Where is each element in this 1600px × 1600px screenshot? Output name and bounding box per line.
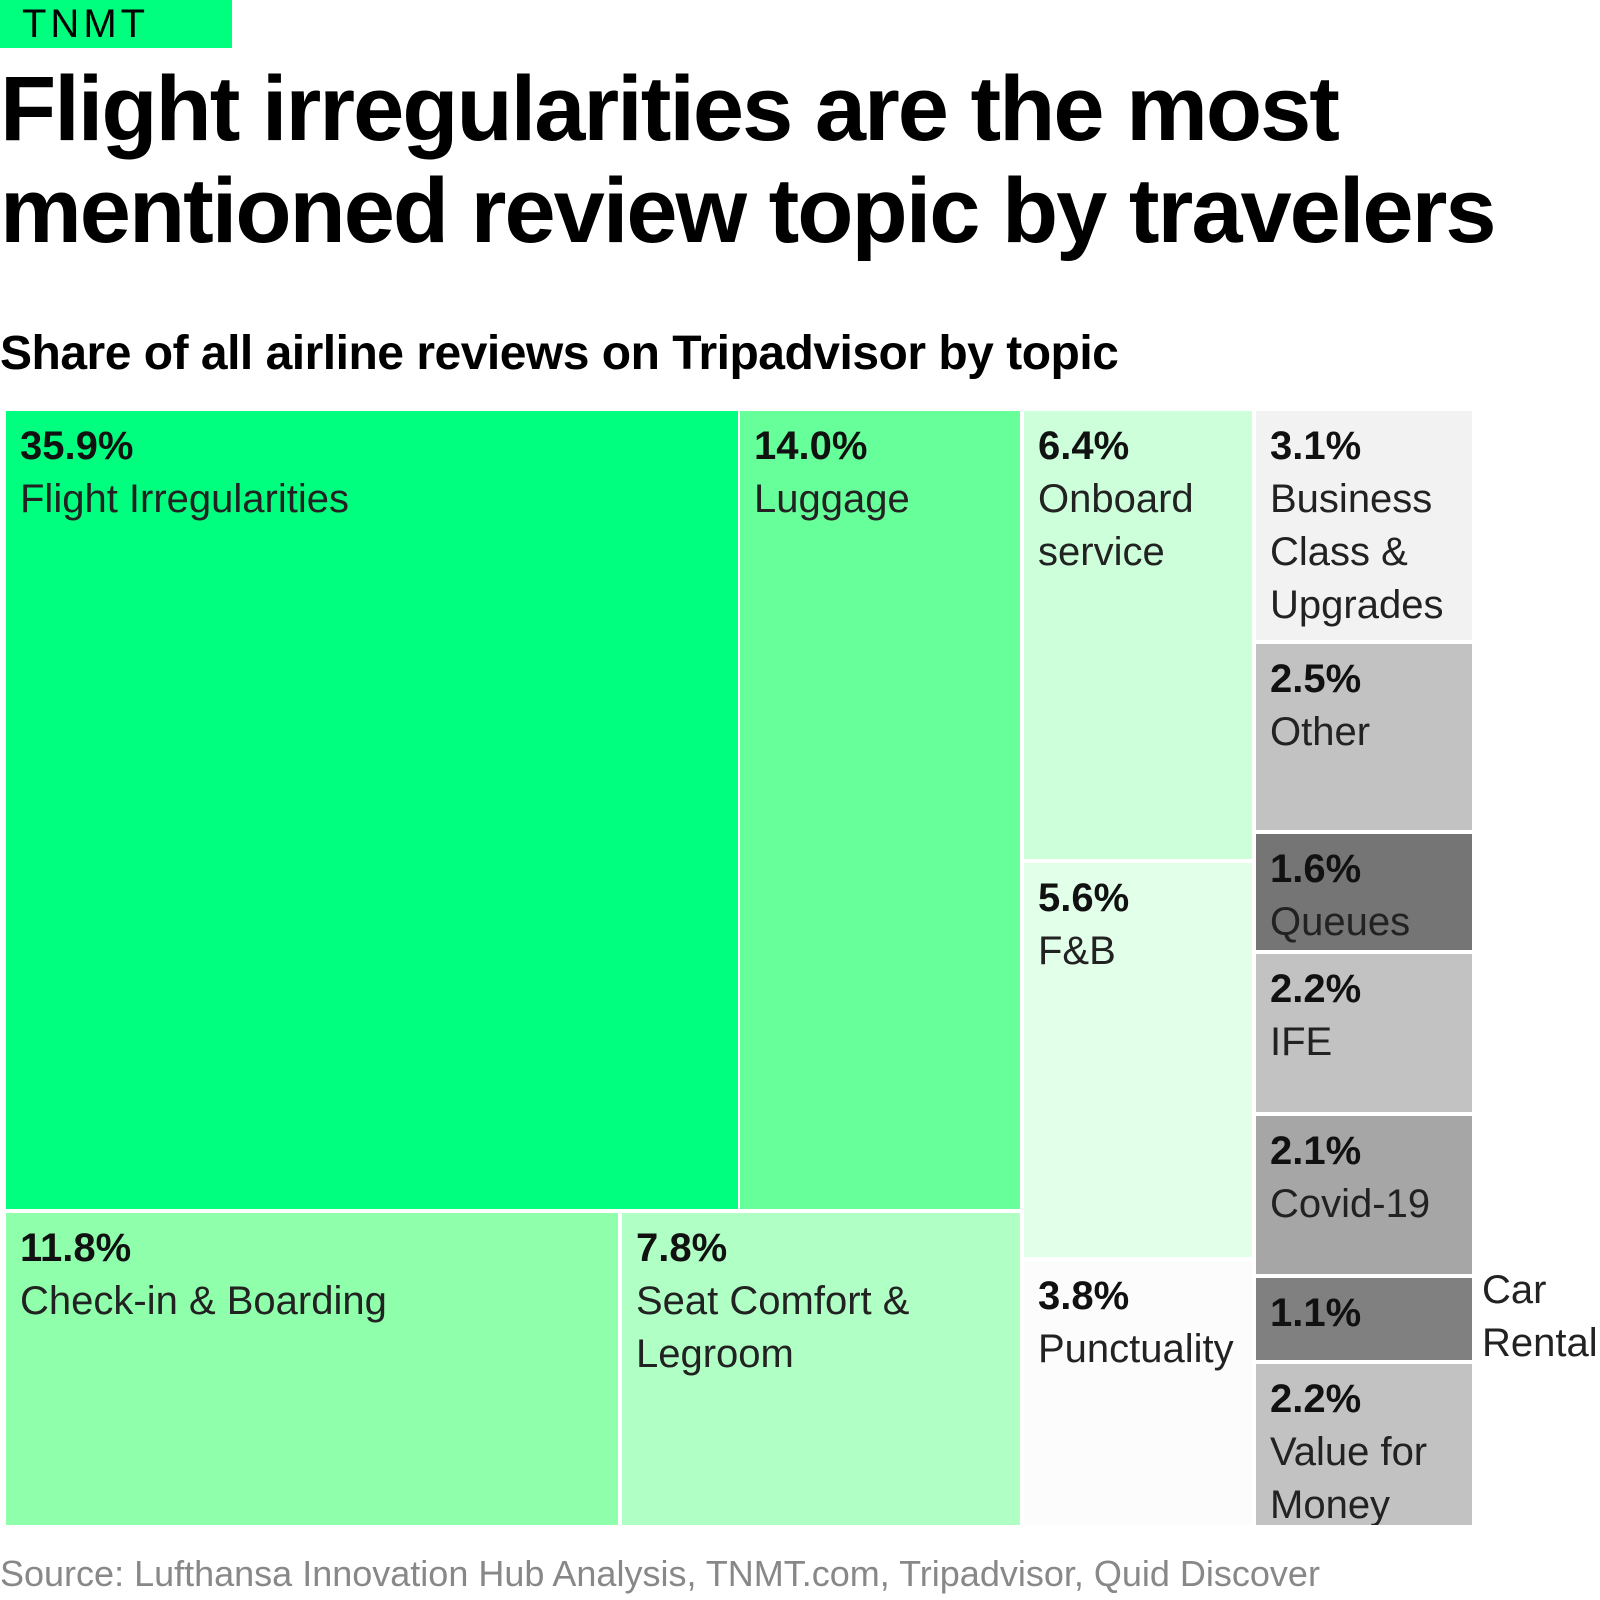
source-note: Source: Lufthansa Innovation Hub Analysi… (0, 1553, 1320, 1594)
tile-category-label: Other (1270, 710, 1371, 754)
tile-value-label: 1.1% (1270, 1291, 1362, 1335)
chart-title: Flight irregularities are the most menti… (0, 58, 1497, 262)
tile-category-label: Punctuality (1038, 1327, 1234, 1371)
tile-category-label: IFE (1270, 1020, 1333, 1064)
tile-car-rental: 1.1% (1254, 1276, 1474, 1362)
tile-seat-comfort-and-legroom: 7.8% Seat Comfort & Legroom (620, 1211, 1022, 1527)
tile-category-label: Check-in & Boarding (20, 1279, 387, 1323)
tile-value-label: 2.5% (1270, 657, 1362, 701)
tile-value-label: 14.0% (754, 424, 868, 468)
tile-category-label: F&B (1038, 929, 1116, 973)
tile-value-label: 2.2% (1270, 1377, 1362, 1421)
tile-category-label: Covid-19 (1270, 1182, 1431, 1226)
tile-business-class-and-upgrades: 3.1% Business Class & Upgrades (1254, 409, 1474, 642)
tile-fandb: 5.6% F&B (1022, 861, 1254, 1259)
tile-category-label: Value for Money (1270, 1430, 1428, 1527)
tile-value-label: 2.1% (1270, 1129, 1362, 1173)
tile-other: 2.5% Other (1254, 642, 1474, 832)
tile-category-label: Car Rental (1482, 1268, 1598, 1365)
tile-luggage: 14.0% Luggage (738, 409, 1022, 1211)
tile-category-label: Seat Comfort & Legroom (636, 1279, 910, 1376)
tile-punctuality: 3.8% Punctuality (1022, 1259, 1254, 1527)
tile-covid-19: 2.1% Covid-19 (1254, 1114, 1474, 1276)
tile-value-label: 35.9% (20, 424, 134, 468)
tile-check-in-and-boarding: 11.8% Check-in & Boarding (4, 1211, 620, 1527)
tile-flight-irregularities: 35.9% Flight Irregularities (4, 409, 740, 1211)
tile-ife: 2.2% IFE (1254, 952, 1474, 1114)
tile-value-label: 7.8% (636, 1226, 728, 1270)
tile-value-label: 1.6% (1270, 847, 1362, 891)
tile-value-label: 6.4% (1038, 424, 1130, 468)
tile-category-label: Onboard service (1038, 477, 1194, 574)
brand-logo: TNMT (0, 0, 232, 48)
tile-category-label: Business Class & Upgrades (1270, 477, 1444, 627)
tile-onboard-service: 6.4% Onboard service (1022, 409, 1254, 861)
tile-queues: 1.6% Queues (1254, 832, 1474, 952)
tile-value-label: 5.6% (1038, 876, 1130, 920)
tile-value-label: 2.2% (1270, 967, 1362, 1011)
tile-value-label: 3.8% (1038, 1274, 1130, 1318)
tile-category-label: Flight Irregularities (20, 477, 350, 521)
tile-value-for-money: 2.2% Value for Money (1254, 1362, 1474, 1527)
tile-value-label: 3.1% (1270, 424, 1362, 468)
tile-category-label: Luggage (754, 477, 910, 521)
brand-text: TNMT (22, 2, 150, 46)
tile-category-label: Queues (1270, 900, 1411, 944)
chart-subtitle: Share of all airline reviews on Tripadvi… (0, 327, 1119, 380)
tile-value-label: 11.8% (20, 1226, 132, 1270)
